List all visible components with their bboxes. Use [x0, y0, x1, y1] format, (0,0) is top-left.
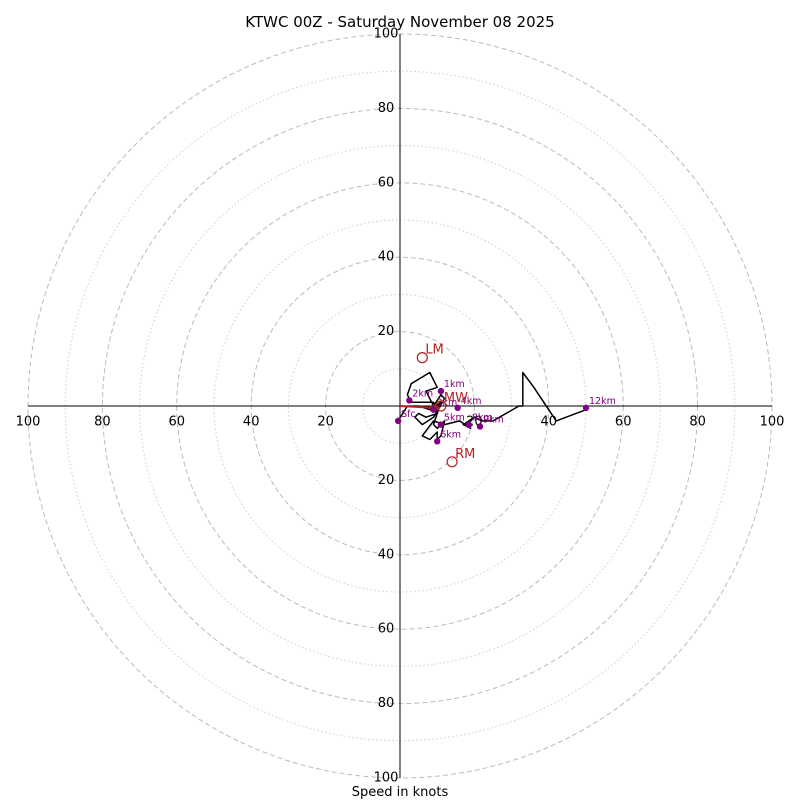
- tick-label: 100: [374, 27, 399, 42]
- tick-label: 40: [243, 415, 260, 430]
- storm-motion-label: MW: [444, 391, 468, 406]
- height-marker-label: 1km: [444, 379, 465, 390]
- storm-motion-label: LM: [425, 343, 443, 358]
- height-marker-label: 8km: [472, 413, 493, 424]
- height-marker-dot: [406, 397, 413, 404]
- tick-label: 40: [378, 547, 395, 562]
- height-marker-dot: [437, 421, 445, 428]
- tick-label: 80: [378, 101, 395, 116]
- height-marker-label: 6km: [440, 429, 461, 440]
- height-marker-label: 9km: [483, 414, 504, 425]
- storm-motion-marker: [446, 456, 458, 468]
- tick-label: 80: [94, 415, 111, 430]
- height-marker-dot: [454, 404, 461, 412]
- height-marker-label: 3km: [436, 398, 457, 409]
- height-marker-dot: [476, 423, 484, 430]
- height-marker-dot: [465, 421, 473, 428]
- x-axis-label: Speed in knots: [352, 785, 449, 800]
- tick-label: 20: [378, 473, 395, 488]
- storm-motion-markers: LM MW RM: [416, 343, 475, 468]
- tick-label: 100: [374, 771, 399, 786]
- tick-label: 40: [378, 250, 395, 265]
- tick-label: 80: [689, 415, 706, 430]
- arrow-shaft: [399, 405, 435, 409]
- height-marker-label: 2km: [412, 388, 433, 399]
- tick-label: 60: [378, 622, 395, 637]
- storm-motion-label: RM: [455, 447, 475, 462]
- tick-label: 60: [615, 415, 632, 430]
- storm-motion-marker: [416, 352, 428, 364]
- height-marker-dot: [434, 438, 441, 445]
- height-marker-dot: [582, 404, 590, 412]
- height-marker-label: Sfc: [401, 409, 416, 420]
- tick-label: 80: [378, 696, 395, 711]
- height-marker-dot: [394, 417, 402, 425]
- tick-labels: 2020202040404040606060608080808010010010…: [16, 27, 785, 786]
- wind-trace-line: [397, 371, 587, 441]
- height-marker-label: 4km: [461, 396, 482, 407]
- storm-motion-marker: [435, 400, 447, 412]
- height-marker-dot: [437, 387, 445, 395]
- tick-label: 20: [378, 324, 395, 339]
- chart-title: KTWC 00Z - Saturday November 08 2025: [245, 13, 554, 31]
- tick-label: 20: [317, 415, 334, 430]
- hodograph-trace: [397, 371, 587, 441]
- tick-label: 60: [378, 175, 395, 190]
- height-marker-label: 5km: [444, 413, 465, 424]
- height-marker-dot: [430, 406, 437, 413]
- height-marker-label: 12km: [589, 396, 616, 407]
- tick-label: 100: [16, 415, 41, 430]
- tick-label: 40: [541, 415, 558, 430]
- tick-label: 100: [760, 415, 785, 430]
- tick-label: 60: [169, 415, 186, 430]
